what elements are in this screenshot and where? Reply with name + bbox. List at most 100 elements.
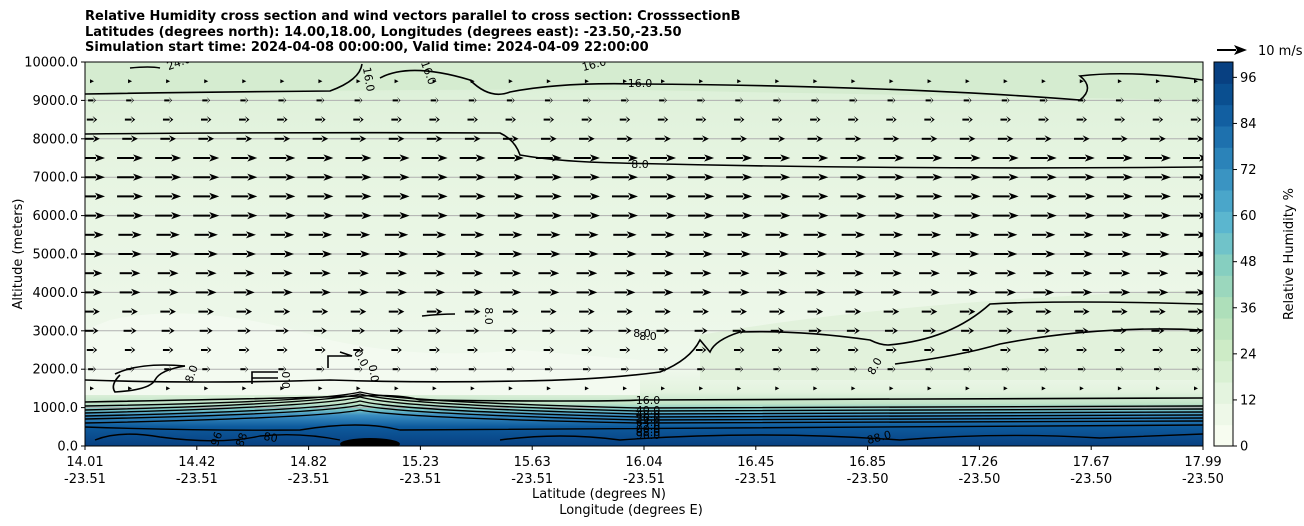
wind-arrow: [1117, 79, 1122, 84]
wind-arrow: [840, 192, 867, 200]
wind-arrow: [1106, 192, 1133, 200]
wind-arrow: [269, 212, 296, 220]
wind-arrow: [345, 192, 372, 200]
wind-arrow: [278, 365, 287, 373]
x-tick-label-lon: -23.50: [1070, 472, 1112, 487]
wind-arrow: [1073, 308, 1090, 316]
wind-arrow: [1192, 96, 1200, 104]
wind-arrow: [195, 288, 217, 296]
wind-arrow: [277, 346, 288, 354]
wind-arrow: [764, 173, 791, 181]
wind-arrow: [924, 346, 935, 354]
wind-arrow: [546, 386, 551, 391]
wind-arrow: [308, 231, 333, 239]
wind-arrow: [1108, 250, 1132, 258]
title-line-1: Relative Humidity cross section and wind…: [85, 9, 741, 24]
wind-arrow: [119, 288, 141, 296]
wind-arrow: [699, 386, 704, 391]
wind-arrow: [621, 365, 629, 373]
colorbar-tick-label: 12: [1240, 393, 1257, 408]
colorbar-tick-label: 60: [1240, 209, 1257, 224]
wind-arrow: [199, 327, 213, 335]
title-line-3: Simulation start time: 2024-04-08 00:00:…: [85, 40, 649, 55]
wind-arrow: [202, 96, 211, 104]
wind-arrow: [884, 327, 898, 335]
wind-arrow: [383, 173, 410, 181]
wind-arrow: [1144, 154, 1171, 162]
wind-arrow: [813, 386, 818, 391]
wind-arrow: [500, 288, 522, 296]
wind-arrow: [1151, 327, 1165, 335]
wind-arrow: [1077, 96, 1086, 104]
wind-arrow: [392, 365, 401, 373]
wind-arrow: [1152, 116, 1164, 124]
wind-arrow: [124, 346, 136, 354]
wind-arrow: [232, 250, 256, 258]
wind-arrow: [731, 135, 747, 143]
wind-arrow: [1106, 154, 1133, 162]
wind-arrow: [307, 173, 334, 181]
wind-arrow: [879, 250, 904, 258]
wind-arrow: [1115, 96, 1124, 104]
wind-arrow: [85, 308, 100, 316]
wind-arrow: [90, 79, 94, 84]
wind-arrow: [535, 154, 562, 162]
wind-arrow: [198, 135, 215, 143]
colorbar-segment: [1214, 147, 1233, 170]
wind-arrow: [1068, 154, 1095, 162]
wind-arrow: [772, 116, 783, 124]
wind-arrow: [881, 269, 902, 277]
wind-arrow: [959, 135, 976, 143]
wind-arrow: [119, 269, 141, 277]
wind-arrow: [1183, 154, 1203, 162]
colorbar-tick-label: 84: [1240, 117, 1257, 132]
wind-arrow: [117, 173, 144, 181]
x-tick-label-lon: -23.51: [176, 472, 218, 487]
wind-arrow: [657, 116, 669, 124]
wind-arrow: [383, 154, 410, 162]
wind-arrow: [201, 116, 212, 124]
wind-arrow: [202, 365, 211, 373]
wind-arrow: [424, 269, 446, 277]
contour-label: 56.0: [636, 412, 661, 425]
contour-label: 96: [208, 430, 225, 448]
y-tick-label: 8000.0: [33, 132, 79, 147]
wind-arrow: [422, 231, 447, 239]
wind-arrow: [538, 288, 560, 296]
wind-arrow: [927, 386, 932, 391]
wind-arrow: [164, 96, 173, 104]
wind-arrow: [921, 135, 938, 143]
y-tick-label: 3000.0: [33, 324, 79, 339]
wind-arrow: [312, 135, 329, 143]
contour-label: 48.0: [636, 408, 661, 421]
wind-arrow: [727, 231, 751, 239]
wind-arrow: [1030, 212, 1057, 220]
wind-arrow: [841, 250, 866, 258]
wind-arrow: [811, 96, 820, 104]
colorbar-segment: [1214, 382, 1233, 404]
wind-arrow: [85, 212, 105, 220]
wind-arrow: [118, 231, 142, 239]
colorbar-tick-label: 72: [1240, 163, 1257, 178]
wind-arrow: [506, 365, 515, 373]
wind-arrow: [1150, 135, 1166, 143]
x-tick-label-lat: 15.63: [514, 455, 551, 470]
wind-arrow: [992, 154, 1019, 162]
wind-arrow: [1039, 365, 1048, 373]
wind-arrow: [161, 327, 175, 335]
wind-arrow: [693, 135, 709, 143]
colorbar-frame: [1213, 61, 1234, 447]
wind-arrow: [312, 308, 329, 316]
wind-arrow: [1039, 96, 1048, 104]
wind-arrow: [156, 250, 180, 258]
wind-arrow: [813, 79, 818, 84]
wind-arrow: [497, 154, 524, 162]
wind-arrow: [775, 386, 780, 391]
wind-arrow: [617, 135, 633, 143]
colorbar-tick-label: 96: [1240, 71, 1257, 86]
wind-arrow: [394, 386, 399, 391]
wind-arrow: [231, 154, 258, 162]
y-tick-label: 0.0: [57, 440, 78, 455]
wind-arrow: [468, 365, 477, 373]
wind-arrow: [770, 327, 784, 335]
